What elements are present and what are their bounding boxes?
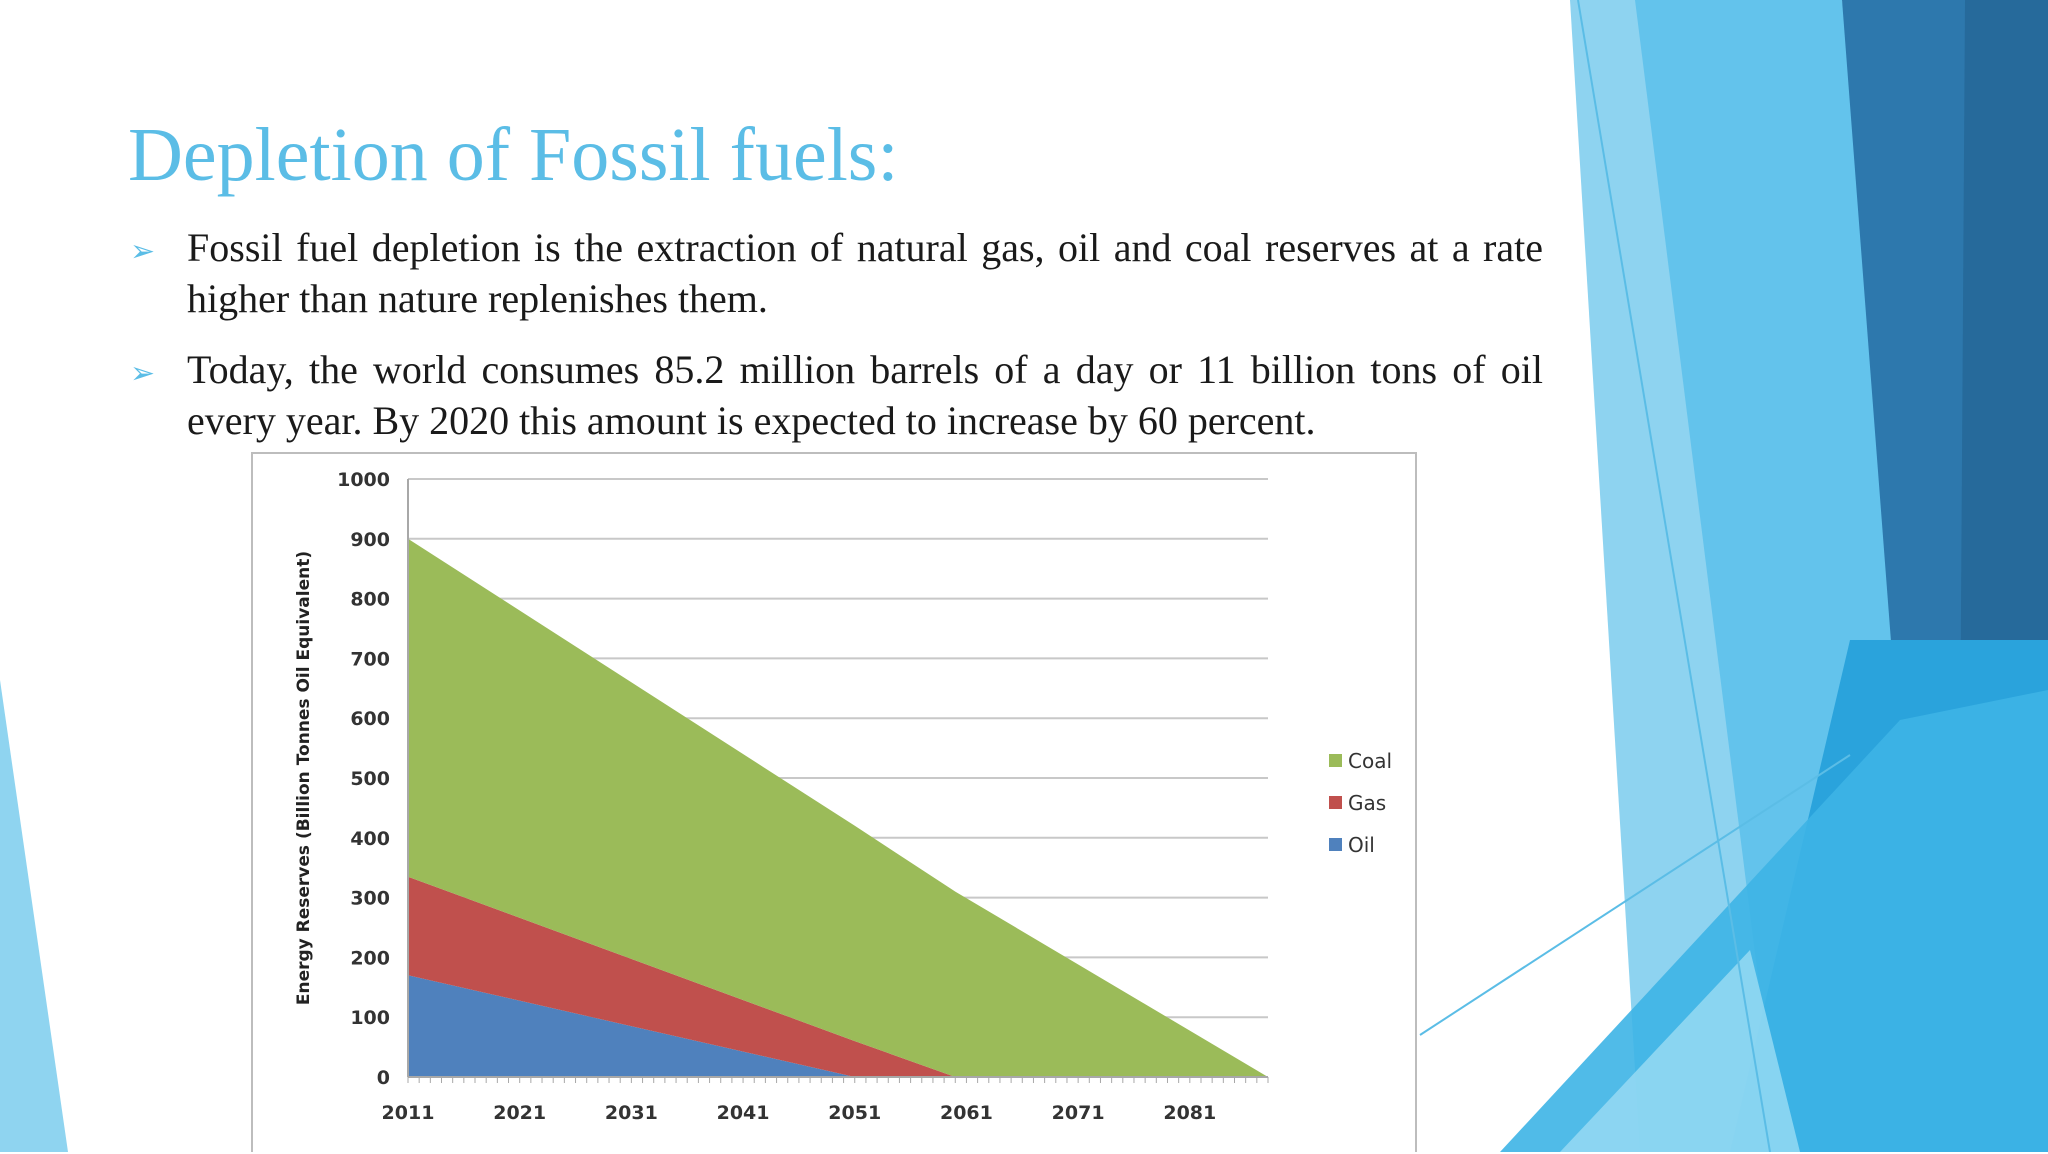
x-tick-label: 2051 bbox=[828, 1102, 881, 1124]
arrow-bullet-icon: ➢ bbox=[130, 356, 156, 391]
bullet-text: Today, the world consumes 85.2 million b… bbox=[187, 347, 1543, 443]
legend-label-coal: Coal bbox=[1348, 749, 1392, 773]
y-tick-label: 300 bbox=[350, 888, 390, 910]
y-tick-label: 500 bbox=[350, 768, 390, 790]
legend-swatch-gas bbox=[1329, 796, 1342, 809]
legend-label-gas: Gas bbox=[1348, 791, 1386, 815]
legend-label-oil: Oil bbox=[1348, 833, 1375, 857]
y-tick-label: 400 bbox=[350, 828, 390, 850]
y-tick-label: 0 bbox=[377, 1067, 390, 1089]
legend-swatch-coal bbox=[1329, 754, 1342, 767]
x-tick-label: 2041 bbox=[717, 1102, 770, 1124]
bullet-list: ➢ Fossil fuel depletion is the extractio… bbox=[128, 222, 1543, 466]
area-series-gas bbox=[408, 876, 1268, 1077]
x-tick-label: 2071 bbox=[1052, 1102, 1105, 1124]
y-tick-label: 100 bbox=[350, 1007, 390, 1029]
slide-title: Depletion of Fossil fuels: bbox=[128, 113, 899, 197]
y-tick-label: 700 bbox=[350, 648, 390, 670]
chart-frame: 0 100 200 300 400 500 600 700 800 900 1000 2011 2021… bbox=[251, 452, 1417, 1152]
arrow-bullet-icon: ➢ bbox=[130, 234, 156, 269]
x-tick-label: 2061 bbox=[940, 1102, 993, 1124]
bullet-text: Fossil fuel depletion is the extraction … bbox=[187, 225, 1543, 321]
x-tick-label: 2081 bbox=[1163, 1102, 1216, 1124]
y-tick-label: 200 bbox=[350, 947, 390, 969]
x-tick-label: 2021 bbox=[493, 1102, 546, 1124]
y-tick-label: 900 bbox=[350, 529, 390, 551]
legend-swatch-oil bbox=[1329, 838, 1342, 851]
x-tick-label: 2011 bbox=[382, 1102, 435, 1124]
area-series-oil bbox=[408, 975, 1268, 1077]
area-series-coal bbox=[408, 538, 1268, 1077]
y-tick-label: 1000 bbox=[337, 469, 390, 491]
y-tick-label: 600 bbox=[350, 708, 390, 730]
y-axis-title: Energy Reserves (Billion Tonnes Oil Equi… bbox=[294, 551, 314, 1005]
energy-reserves-chart: 0 100 200 300 400 500 600 700 800 900 1000 2011 2021… bbox=[294, 469, 1392, 1124]
x-tick-label: 2031 bbox=[605, 1102, 658, 1124]
y-tick-label: 800 bbox=[350, 589, 390, 611]
bullet-item: ➢ Today, the world consumes 85.2 million… bbox=[128, 344, 1543, 446]
bullet-item: ➢ Fossil fuel depletion is the extractio… bbox=[128, 222, 1543, 324]
